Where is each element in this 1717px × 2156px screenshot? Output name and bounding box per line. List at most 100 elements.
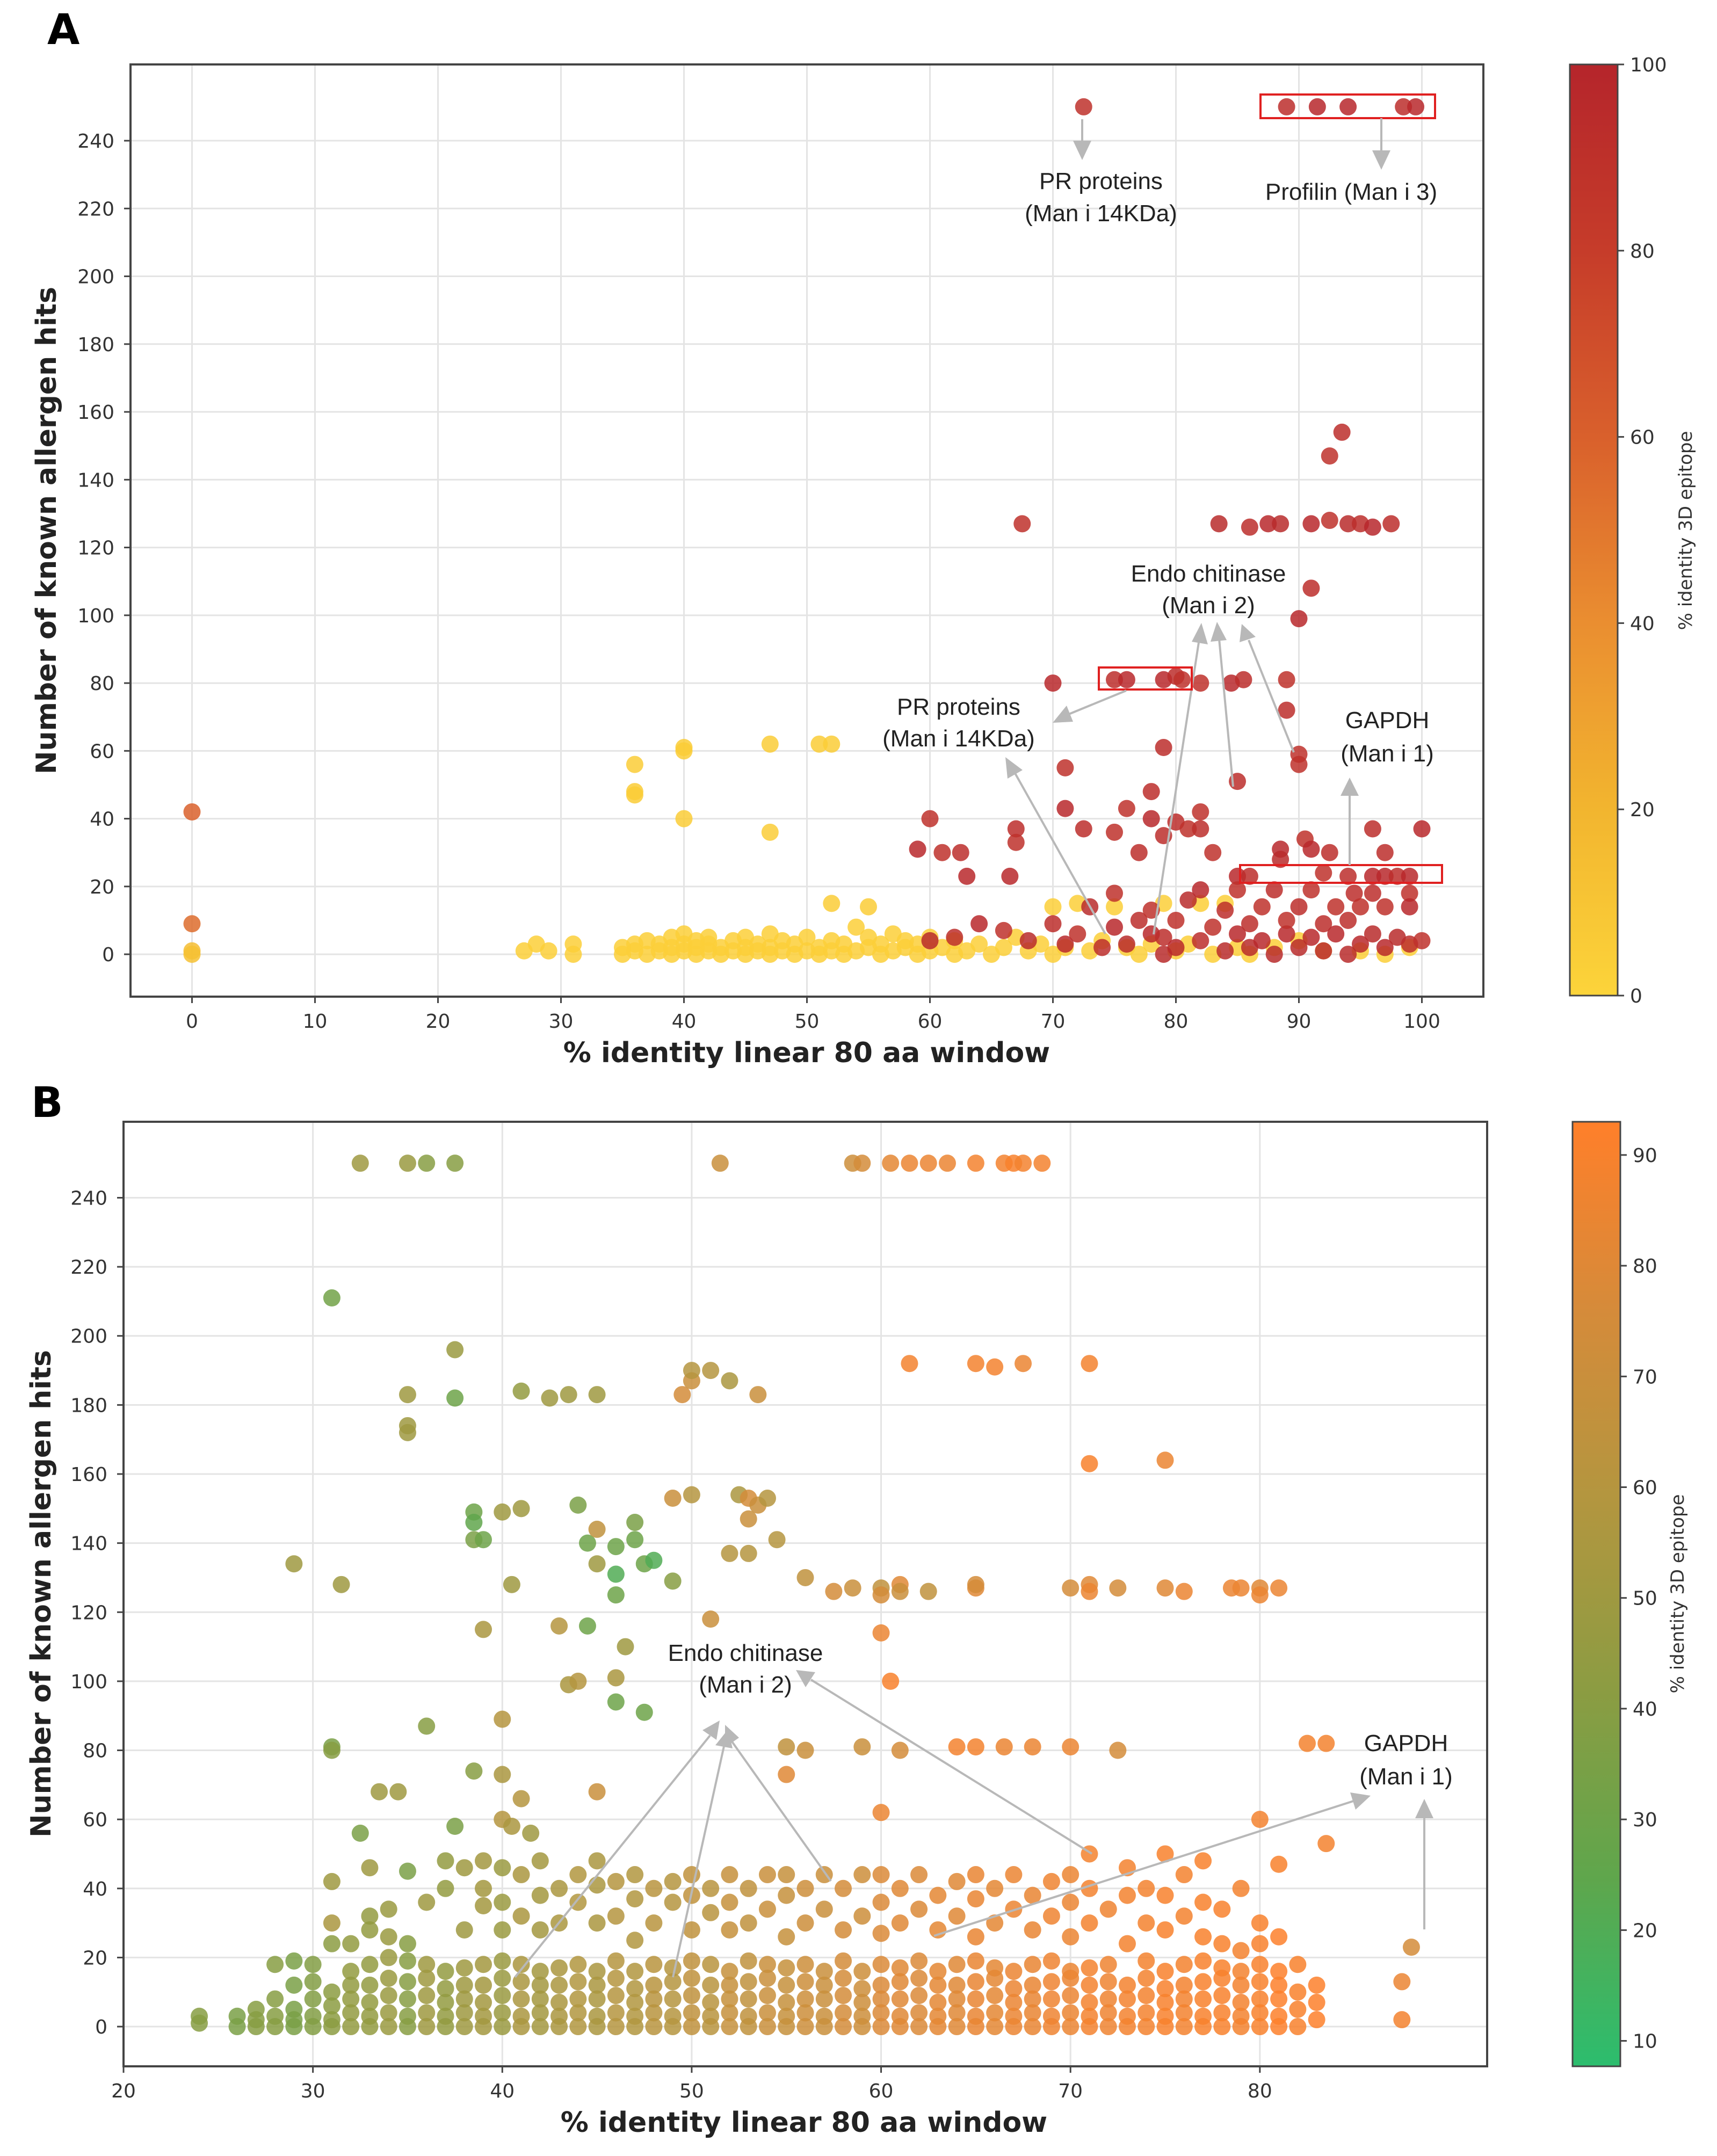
y-tick-label: 100 — [77, 605, 114, 627]
point — [1352, 935, 1369, 953]
point — [512, 1956, 530, 1973]
point — [1376, 898, 1394, 916]
point — [1251, 1935, 1269, 1952]
point — [626, 1514, 644, 1531]
point — [1251, 1811, 1269, 1828]
point — [455, 2018, 473, 2036]
annotation-text: Profilin (Man i 3) — [1265, 179, 1437, 205]
colorbar-tick-label: 60 — [1630, 427, 1655, 449]
point — [1081, 1994, 1098, 2012]
point — [1241, 518, 1258, 536]
point — [550, 1959, 568, 1977]
point — [872, 1586, 890, 1604]
point — [948, 2004, 966, 2022]
point — [588, 1976, 606, 1994]
point — [626, 786, 643, 804]
y-tick-label: 40 — [83, 1878, 107, 1900]
point — [1278, 98, 1295, 115]
point — [1364, 820, 1381, 838]
point — [578, 1617, 596, 1635]
point — [607, 1872, 625, 1890]
point — [1062, 2004, 1080, 2022]
point — [721, 1372, 738, 1390]
point — [1393, 1973, 1411, 1991]
point — [758, 1987, 776, 2005]
annotation-text: (Man i 2) — [1162, 592, 1255, 619]
point — [1007, 820, 1025, 838]
point — [938, 1155, 956, 1172]
point — [475, 1956, 492, 1973]
point — [531, 1886, 549, 1904]
point — [569, 1496, 587, 1514]
y-tick-label: 0 — [95, 2016, 107, 2038]
point — [626, 1994, 644, 2012]
y-tick-label: 80 — [90, 673, 114, 695]
point — [1321, 844, 1338, 861]
point — [1317, 1734, 1335, 1752]
point — [607, 1907, 625, 1925]
point — [740, 1952, 757, 1970]
point — [1364, 925, 1381, 943]
point — [1388, 867, 1406, 885]
point — [664, 1893, 682, 1911]
point — [675, 742, 693, 760]
point — [815, 2007, 833, 2025]
point — [569, 2004, 587, 2022]
point — [1015, 1355, 1032, 1373]
point — [1204, 844, 1222, 861]
point — [664, 1572, 682, 1590]
point — [1327, 925, 1345, 943]
point — [995, 1738, 1013, 1756]
point — [948, 1907, 966, 1925]
point — [1109, 1741, 1127, 1759]
point — [1232, 1994, 1250, 2012]
point — [986, 1879, 1004, 1897]
point — [758, 2018, 776, 2036]
point — [1175, 1907, 1193, 1925]
point — [1232, 1976, 1250, 1994]
point — [995, 921, 1012, 939]
point — [446, 1818, 464, 1835]
point — [835, 2018, 852, 2036]
point — [921, 810, 939, 827]
point — [1024, 2018, 1041, 2036]
point — [626, 1890, 644, 1908]
point — [986, 1959, 1004, 1977]
point — [910, 2004, 928, 2022]
point — [702, 1362, 720, 1380]
arrow-head-icon — [1053, 706, 1073, 723]
point — [1259, 515, 1277, 533]
point — [1167, 939, 1185, 956]
point — [1062, 1928, 1080, 1946]
point — [588, 1876, 606, 1894]
points-a — [183, 98, 1431, 963]
point — [1270, 1579, 1288, 1597]
point — [1099, 1956, 1117, 1973]
point — [872, 1893, 890, 1911]
point — [853, 2007, 871, 2025]
point — [1232, 2007, 1250, 2025]
point — [380, 1928, 397, 1946]
point — [569, 1866, 587, 1884]
point — [626, 1866, 644, 1884]
point — [948, 1738, 966, 1756]
arrow-line — [1248, 640, 1295, 753]
point — [1308, 2011, 1325, 2029]
point — [1138, 1987, 1155, 2005]
point — [1044, 898, 1062, 916]
point — [285, 1952, 303, 1970]
point — [1118, 935, 1135, 953]
point — [948, 1872, 966, 1890]
point — [815, 1976, 833, 1994]
point — [1251, 1973, 1269, 1991]
point — [967, 1973, 984, 1991]
point — [891, 1879, 909, 1897]
point — [872, 2004, 890, 2022]
arrow-head-icon — [1073, 141, 1091, 160]
point — [1130, 946, 1148, 963]
colorbar-tick-label: 0 — [1630, 985, 1642, 1007]
point — [1005, 1980, 1023, 1998]
colorbar-tick-label: 70 — [1633, 1366, 1657, 1388]
point — [1241, 867, 1258, 885]
point — [778, 2007, 795, 2025]
